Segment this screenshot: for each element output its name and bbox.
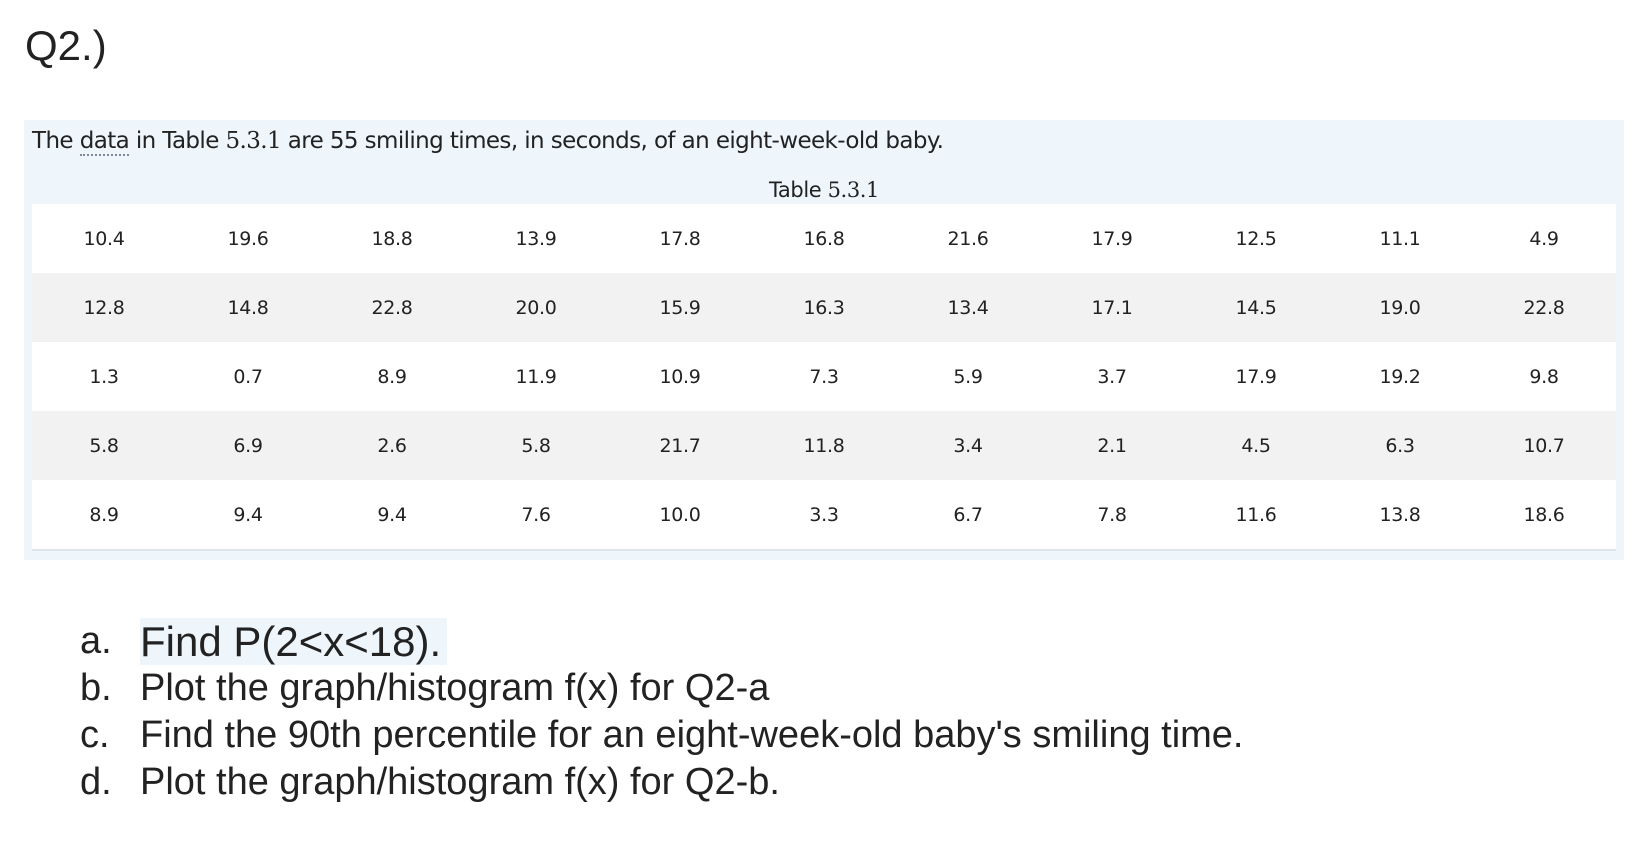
table-row: 12.8 14.8 22.8 20.0 15.9 16.3 13.4 17.1 14.5 19.0… (32, 273, 1616, 342)
table-cell: 10.4 (32, 204, 176, 273)
table-cell: 9.4 (320, 480, 464, 551)
table-cell: 10.7 (1472, 411, 1616, 480)
table-cell: 13.8 (1328, 480, 1472, 551)
table-cell: 3.4 (896, 411, 1040, 480)
table-cell: 11.6 (1184, 480, 1328, 551)
table-cell: 5.9 (896, 342, 1040, 411)
table-cell: 9.8 (1472, 342, 1616, 411)
table-cell: 4.9 (1472, 204, 1616, 273)
table-cell: 16.3 (752, 273, 896, 342)
question-heading: Q2.) (25, 22, 107, 69)
question-marker: d. (80, 761, 112, 803)
table-cell: 7.8 (1040, 480, 1184, 551)
table-cell: 11.1 (1328, 204, 1472, 273)
question-list: a. Find P(2<x<18). b. Plot the graph/histog… (80, 618, 1243, 806)
problem-panel: The data in Table 5.3.1 are 55 smiling t… (24, 120, 1624, 560)
table-cell: 14.8 (176, 273, 320, 342)
table-cell: 19.2 (1328, 342, 1472, 411)
intro-text: The data in Table 5.3.1 are 55 smiling t… (32, 128, 944, 156)
table-cell: 12.5 (1184, 204, 1328, 273)
table-cell: 1.3 (32, 342, 176, 411)
question-item: c. Find the 90th percentile for an eight-… (80, 712, 1243, 759)
table-cell: 19.0 (1328, 273, 1472, 342)
table-cell: 12.8 (32, 273, 176, 342)
table-cell: 2.1 (1040, 411, 1184, 480)
table-row: 1.3 0.7 8.9 11.9 10.9 7.3 5.9 3.7 17.9 19.2 9.8 (32, 342, 1616, 411)
table-cell: 14.5 (1184, 273, 1328, 342)
table-cell: 9.4 (176, 480, 320, 551)
question-text: Plot the graph/histogram f(x) for Q2-b. (140, 761, 780, 803)
table-cell: 5.8 (32, 411, 176, 480)
table-cell: 8.9 (32, 480, 176, 551)
smiling-times-table: 10.4 19.6 18.8 13.9 17.8 16.8 21.6 17.9 12.5 11.1… (32, 204, 1616, 551)
table-cell: 3.3 (752, 480, 896, 551)
data-term-link[interactable]: data (79, 128, 130, 156)
intro-middle: in Table (129, 128, 226, 154)
table-cell: 18.8 (320, 204, 464, 273)
table-cell: 20.0 (464, 273, 608, 342)
question-item: d. Plot the graph/histogram f(x) for Q2-b… (80, 759, 1243, 806)
table-row: 8.9 9.4 9.4 7.6 10.0 3.3 6.7 7.8 11.6 13.8 18.6 (32, 480, 1616, 551)
table-row: 5.8 6.9 2.6 5.8 21.7 11.8 3.4 2.1 4.5 6.3 10.7 (32, 411, 1616, 480)
table-cell: 15.9 (608, 273, 752, 342)
table-cell: 6.7 (896, 480, 1040, 551)
table-cell: 6.3 (1328, 411, 1472, 480)
table-cell: 13.9 (464, 204, 608, 273)
table-cell: 13.4 (896, 273, 1040, 342)
table-cell: 0.7 (176, 342, 320, 411)
table-cell: 22.8 (1472, 273, 1616, 342)
question-item: a. Find P(2<x<18). (80, 618, 1243, 665)
table-caption: Table 5.3.1 (24, 178, 1624, 202)
table-row: 10.4 19.6 18.8 13.9 17.8 16.8 21.6 17.9 12.5 11.1… (32, 204, 1616, 273)
table-cell: 3.7 (1040, 342, 1184, 411)
table-cell: 11.9 (464, 342, 608, 411)
table-cell: 21.6 (896, 204, 1040, 273)
table-cell: 4.5 (1184, 411, 1328, 480)
table-cell: 2.6 (320, 411, 464, 480)
question-text: Plot the graph/histogram f(x) for Q2-a (140, 667, 770, 709)
table-cell: 11.8 (752, 411, 896, 480)
question-marker: c. (80, 714, 110, 756)
table-caption-label: Table (768, 178, 828, 202)
table-cell: 19.6 (176, 204, 320, 273)
table-body: 10.4 19.6 18.8 13.9 17.8 16.8 21.6 17.9 12.5 11.1… (32, 204, 1616, 551)
table-cell: 21.7 (608, 411, 752, 480)
question-marker: b. (80, 667, 112, 709)
intro-prefix: The (32, 128, 80, 154)
table-cell: 10.0 (608, 480, 752, 551)
table-cell: 22.8 (320, 273, 464, 342)
table-cell: 18.6 (1472, 480, 1616, 551)
table-cell: 17.9 (1040, 204, 1184, 273)
table-cell: 5.8 (464, 411, 608, 480)
question-marker: a. (80, 620, 112, 662)
table-cell: 17.1 (1040, 273, 1184, 342)
table-cell: 16.8 (752, 204, 896, 273)
intro-suffix: are 55 smiling times, in seconds, of an … (281, 128, 944, 154)
table-cell: 10.9 (608, 342, 752, 411)
question-text: Find P(2<x<18). (140, 618, 448, 665)
question-text: Find the 90th percentile for an eight-we… (140, 714, 1244, 756)
table-cell: 7.6 (464, 480, 608, 551)
table-cell: 17.9 (1184, 342, 1328, 411)
table-cell: 7.3 (752, 342, 896, 411)
question-item: b. Plot the graph/histogram f(x) for Q2-a (80, 665, 1243, 712)
intro-table-ref: 5.3.1 (225, 128, 282, 154)
table-cell: 6.9 (176, 411, 320, 480)
table-cell: 17.8 (608, 204, 752, 273)
table-cell: 8.9 (320, 342, 464, 411)
table-caption-number: 5.3.1 (827, 178, 880, 202)
